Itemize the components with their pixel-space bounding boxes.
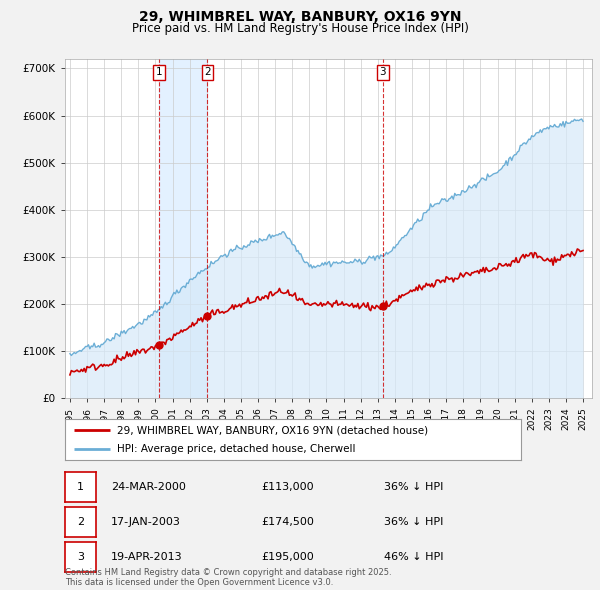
Text: 2: 2 — [204, 67, 211, 77]
Text: 3: 3 — [77, 552, 84, 562]
Text: 46% ↓ HPI: 46% ↓ HPI — [384, 552, 443, 562]
Text: Contains HM Land Registry data © Crown copyright and database right 2025.
This d: Contains HM Land Registry data © Crown c… — [65, 568, 391, 587]
Text: Price paid vs. HM Land Registry's House Price Index (HPI): Price paid vs. HM Land Registry's House … — [131, 22, 469, 35]
Text: £195,000: £195,000 — [261, 552, 314, 562]
Text: £174,500: £174,500 — [261, 517, 314, 527]
Text: 36% ↓ HPI: 36% ↓ HPI — [384, 517, 443, 527]
Text: 29, WHIMBREL WAY, BANBURY, OX16 9YN (detached house): 29, WHIMBREL WAY, BANBURY, OX16 9YN (det… — [117, 425, 428, 435]
Text: 1: 1 — [77, 482, 84, 492]
Text: 29, WHIMBREL WAY, BANBURY, OX16 9YN: 29, WHIMBREL WAY, BANBURY, OX16 9YN — [139, 10, 461, 24]
Text: 24-MAR-2000: 24-MAR-2000 — [111, 482, 186, 492]
Text: 1: 1 — [156, 67, 163, 77]
Bar — [160, 59, 208, 398]
Text: 17-JAN-2003: 17-JAN-2003 — [111, 517, 181, 527]
Text: HPI: Average price, detached house, Cherwell: HPI: Average price, detached house, Cher… — [117, 444, 356, 454]
Text: 2: 2 — [77, 517, 84, 527]
Text: 3: 3 — [380, 67, 386, 77]
Text: £113,000: £113,000 — [261, 482, 314, 492]
Text: 36% ↓ HPI: 36% ↓ HPI — [384, 482, 443, 492]
Text: 19-APR-2013: 19-APR-2013 — [111, 552, 182, 562]
